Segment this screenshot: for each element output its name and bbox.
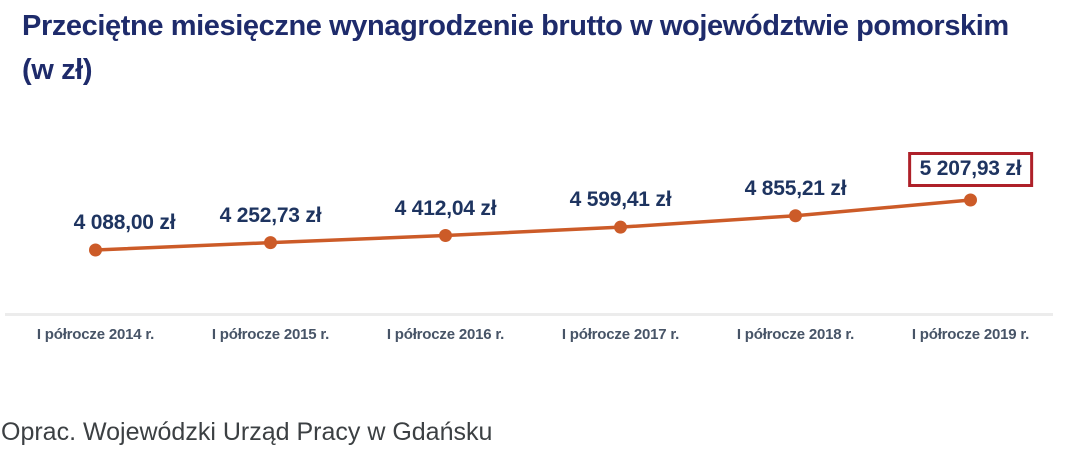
chart-title-line1: Przeciętne miesięczne wynagrodzenie brut…: [22, 10, 1009, 42]
data-label: 4 412,04 zł: [394, 196, 497, 220]
data-point-marker: [789, 209, 802, 223]
data-point-marker: [264, 236, 277, 250]
x-axis-label: I półrocze 2018 r.: [736, 326, 855, 343]
data-point-marker: [439, 229, 452, 243]
x-axis-label: I półrocze 2016 r.: [386, 326, 505, 343]
x-axis-label: I półrocze 2017 r.: [561, 326, 680, 343]
data-label: 4 855,21 zł: [744, 176, 847, 200]
highlighted-data-label: 5 207,93 zł: [907, 152, 1034, 187]
chart-title-line2: (w zł): [22, 54, 93, 86]
data-point-marker: [964, 193, 977, 207]
x-axis-label: I półrocze 2015 r.: [211, 326, 330, 343]
data-label: 4 599,41 zł: [569, 188, 672, 212]
chart-title: Przeciętne miesięczne wynagrodzenie brut…: [22, 4, 1078, 92]
data-point-marker: [614, 220, 627, 234]
source-note: Oprac. Wojewódzki Urząd Pracy w Gdańsku: [1, 418, 493, 446]
x-axis-label: I półrocze 2019 r.: [911, 326, 1030, 343]
data-label: 4 088,00 zł: [73, 211, 176, 234]
data-point-marker: [89, 243, 102, 257]
series-line: [95, 198, 971, 252]
data-label: 4 252,73 zł: [219, 203, 322, 227]
x-axis-line: [5, 313, 1053, 316]
x-axis-label: I półrocze 2014 r.: [36, 326, 155, 343]
